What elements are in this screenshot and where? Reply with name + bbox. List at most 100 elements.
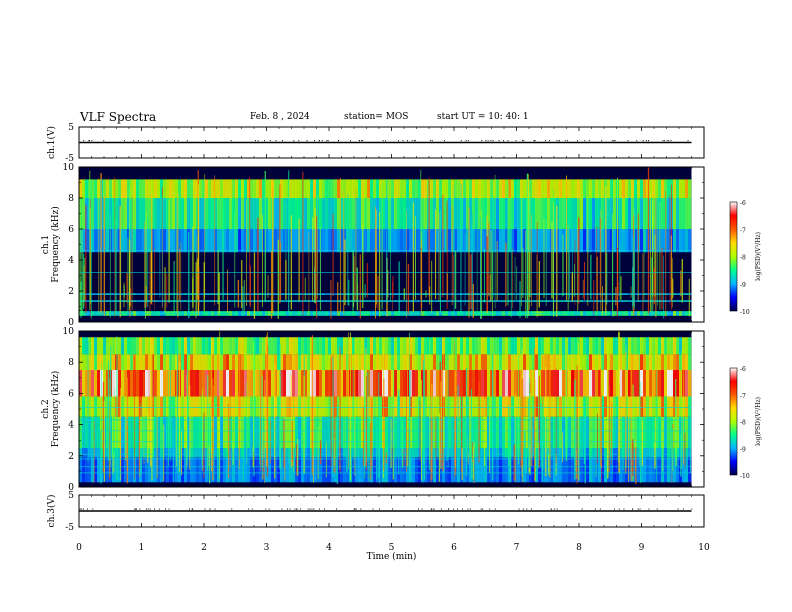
ch1-spectrogram-band-cell xyxy=(223,179,227,198)
ch1-spectrogram-band-cell xyxy=(634,198,638,229)
ch2-spectrogram-band-cell xyxy=(148,354,152,370)
ch1-spectrogram-band-cell xyxy=(511,198,515,229)
colorbar-label: log(PSD)(V²/Hz) xyxy=(755,232,762,281)
ch2-spectrogram-band-cell xyxy=(268,354,272,370)
ch2-spectrogram-band-cell xyxy=(646,354,650,370)
ch2-spectrogram-band-cell xyxy=(679,416,683,448)
ch2-spectrogram-band-cell xyxy=(328,354,332,370)
ch2-spectrogram-band-cell xyxy=(679,337,683,355)
ch3-voltage-speck xyxy=(594,508,596,510)
ch2-spectrogram-band-cell xyxy=(289,337,293,355)
ch2-spectrogram-band-cell xyxy=(679,396,683,417)
ch1-spectrogram-band-cell xyxy=(244,179,248,198)
ch1-spectrogram-band-cell xyxy=(592,198,596,229)
ch2-spectrogram-band-cell xyxy=(343,354,347,370)
ch3-voltage-speck xyxy=(353,508,355,510)
ch2-spectrogram-band-cell xyxy=(199,370,203,397)
ch2-spectrogram-band-cell xyxy=(586,337,590,355)
ch2-spectrogram-band-cell xyxy=(472,354,476,370)
ch2-spectrogram-band-cell xyxy=(427,337,431,355)
ch2-spectrogram-band-cell xyxy=(475,337,479,355)
ch2-spectrogram-band-cell xyxy=(205,354,209,370)
ch1-spectrogram-band-cell xyxy=(280,198,284,229)
ch2-spectrogram-band-cell xyxy=(160,396,164,417)
ch2-spectrogram-band-cell xyxy=(88,370,92,397)
ch2-spectrogram-band-cell xyxy=(655,448,659,458)
ch3-voltage-speck xyxy=(467,508,469,510)
ch2-spectrogram-band-cell xyxy=(382,337,386,355)
ch2-spectrogram-band-cell xyxy=(112,396,116,417)
ch2-spectrogram-band-cell xyxy=(103,354,107,370)
ch2-spectrogram-band-cell xyxy=(136,370,140,397)
ch2-spectrogram-band-cell xyxy=(655,354,659,370)
ch1-spectrogram-band-cell xyxy=(361,198,365,229)
ch2-spectrogram-band-cell xyxy=(196,354,200,370)
ch2-spectrogram-band-cell xyxy=(313,370,317,397)
ch2-spectrogram-band-cell xyxy=(409,354,413,370)
ch2-spectrogram-band-cell xyxy=(463,457,467,483)
ch1-spectrogram-band-cell xyxy=(370,229,374,253)
ch1-spectrogram-band-cell xyxy=(124,179,128,198)
ch1-spectrogram-band-cell xyxy=(157,179,161,198)
ch2-spectrogram-band-cell xyxy=(481,416,485,448)
ch2-spectrogram-band-cell xyxy=(583,370,587,397)
ch2-spectrogram-band-cell xyxy=(496,370,500,397)
ch2-spectrogram-band-cell xyxy=(427,370,431,397)
ch1-spectrogram-band-cell xyxy=(244,229,248,253)
ch2-spectrogram-band-cell xyxy=(490,337,494,355)
ch2-spectrogram-band-cell xyxy=(325,396,329,417)
ch2-spectrogram-band-cell xyxy=(235,396,239,417)
ch2-spectrogram-band-cell xyxy=(100,457,104,483)
ch2-spectrogram-band-cell xyxy=(601,396,605,417)
ch2-spectrogram-band-cell xyxy=(319,416,323,448)
ch1-spectrogram-band-cell xyxy=(445,198,449,229)
ch1-spectrogram-band-cell xyxy=(628,229,632,253)
ch2-spectrogram-band-cell xyxy=(370,457,374,483)
ch2-spectrogram-band-cell xyxy=(130,416,134,448)
y-tick-label: -5 xyxy=(65,154,74,164)
ch2-spectrogram-band-cell xyxy=(652,337,656,355)
ch2-spectrogram-band-cell xyxy=(166,337,170,355)
ch2-spectrogram-band-cell xyxy=(379,416,383,448)
ch2-spectrogram-band-cell xyxy=(220,370,224,397)
ch2-spectrogram-band-cell xyxy=(493,337,497,355)
ch2-spectrogram-band-cell xyxy=(289,448,293,458)
ch2-spectrogram-band-cell xyxy=(295,416,299,448)
ch2-spectrogram-band-cell xyxy=(424,354,428,370)
ch1-spectrogram-band-cell xyxy=(682,229,686,253)
ch2-spectrogram-band-cell xyxy=(301,457,305,483)
y-tick-label: 4 xyxy=(68,421,74,431)
ch2-spectrogram-band-cell xyxy=(622,448,626,458)
ch1-spectrogram-band-cell xyxy=(91,229,95,253)
ch2-spectrogram-band-cell xyxy=(244,457,248,483)
ch1-spectrogram-band-cell xyxy=(277,179,281,198)
ch1-spectrogram-band-cell xyxy=(148,179,152,198)
ch1-spectrogram-band-cell xyxy=(478,229,482,253)
ch2-spectrogram-band-cell xyxy=(469,457,473,483)
ch2-spectrogram-band-cell xyxy=(196,457,200,483)
ch1-spectrogram-band-cell xyxy=(262,198,266,229)
ch1-spectrogram-band-cell xyxy=(535,198,539,229)
ch2-spectrogram-band-cell xyxy=(337,354,341,370)
x-tick-label: 1 xyxy=(139,543,145,553)
ch1-spectrogram-band-cell xyxy=(244,198,248,229)
ch2-spectrogram-band-cell xyxy=(400,457,404,483)
ch2-spectrogram-band-cell xyxy=(253,396,257,417)
ch2-spectrogram-band-cell xyxy=(136,396,140,417)
ch1-spectrogram-band-cell xyxy=(364,229,368,253)
ch2-spectrogram-band-cell xyxy=(388,416,392,448)
ch1-spectrogram-band-cell xyxy=(145,179,149,198)
ch2-spectrogram-band-cell xyxy=(604,396,608,417)
ch1-spectrogram-band-cell xyxy=(589,198,593,229)
ch2-spectrogram-band-cell xyxy=(493,416,497,448)
ch2-spectrogram-band-cell xyxy=(613,448,617,458)
ch2-spectrogram-band-cell xyxy=(583,337,587,355)
ch1-spectrogram-band-cell xyxy=(214,198,218,229)
ch2-spectrogram-band-cell xyxy=(337,370,341,397)
ch2-spectrogram-ylabel-line: ch.2 xyxy=(41,399,51,418)
ch2-spectrogram-band-cell xyxy=(355,416,359,448)
ch3-voltage-speck xyxy=(281,508,283,510)
ch2-spectrogram-band-cell xyxy=(499,416,503,448)
ch1-spectrogram-band-cell xyxy=(262,179,266,198)
ch1-spectrogram-band-cell xyxy=(157,229,161,253)
